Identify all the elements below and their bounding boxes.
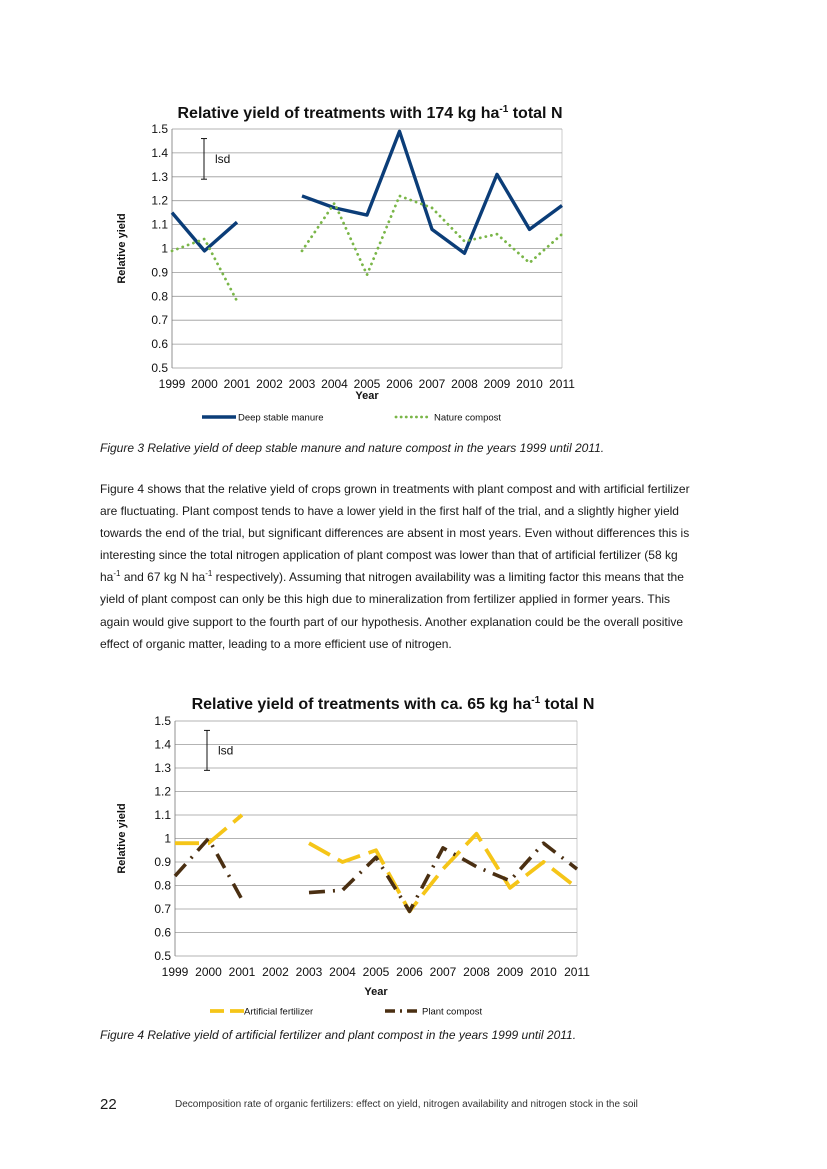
y-tick-label: 1.5 (154, 714, 171, 728)
x-tick-label: 2010 (516, 377, 543, 391)
x-tick-label: 2011 (549, 377, 575, 391)
y-tick-label: 0.7 (154, 902, 171, 916)
x-tick-label: 2002 (256, 377, 283, 391)
lsd-label: lsd (215, 152, 230, 166)
x-tick-label: 2006 (386, 377, 413, 391)
series-line (301, 129, 564, 255)
x-tick-label: 2002 (262, 965, 289, 979)
body-paragraph: Figure 4 shows that the relative yield o… (100, 482, 690, 651)
legend-entry: Plant compost (422, 1007, 483, 1018)
relative-yield-174-chart: Relative yield of treatments with 174 kg… (116, 104, 575, 424)
series-nature-compost (170, 194, 564, 303)
x-tick-label: 2010 (530, 965, 557, 979)
x-tick-label: 2009 (484, 377, 511, 391)
x-tick-label: 2009 (497, 965, 524, 979)
y-tick-label: 1.5 (151, 122, 168, 136)
y-tick-label: 0.5 (154, 949, 171, 963)
x-tick-label: 2006 (396, 965, 423, 979)
x-axis-label: Year (355, 390, 379, 402)
y-tick-label: 0.9 (154, 855, 171, 869)
y-tick-label: 0.9 (151, 265, 168, 279)
y-tick-label: 1.2 (154, 785, 171, 799)
y-tick-label: 0.7 (151, 313, 168, 327)
y-axis-label: Relative yield (116, 213, 128, 283)
y-tick-label: 1.1 (151, 218, 168, 232)
relative-yield-65-chart: Relative yield of treatments with ca. 65… (116, 695, 595, 1018)
x-tick-label: 1999 (162, 965, 189, 979)
running-title: Decomposition rate of organic fertilizer… (175, 1099, 638, 1110)
y-tick-label: 1.2 (151, 194, 168, 208)
y-tick-label: 1.4 (151, 146, 168, 160)
series-line (170, 211, 239, 253)
figure-4-chart: Relative yield of treatments with ca. 65… (100, 690, 600, 1022)
series-line (173, 836, 244, 901)
x-tick-label: 2008 (463, 965, 490, 979)
gridlines (172, 128, 562, 369)
series-artificial-fertilizer (175, 813, 579, 914)
lsd-bar (204, 729, 210, 771)
lsd-bar (201, 138, 207, 180)
x-tick-label: 2001 (224, 377, 251, 391)
legend-entry: Nature compost (434, 413, 501, 424)
lsd-label: lsd (218, 743, 233, 757)
series-line (308, 831, 579, 914)
chart-title: Relative yield of treatments with 174 kg… (177, 104, 562, 122)
y-tick-label: 1 (161, 242, 168, 256)
y-tick-label: 0.6 (151, 337, 168, 351)
x-tick-label: 1999 (159, 377, 186, 391)
series-line (175, 813, 244, 846)
x-tick-label: 2004 (321, 377, 348, 391)
y-tick-label: 1.3 (151, 170, 168, 184)
series-line (300, 194, 564, 277)
page-number: 22 (100, 1096, 117, 1113)
series-plant-compost (173, 836, 579, 914)
x-tick-label: 2003 (289, 377, 316, 391)
x-tick-label: 2005 (354, 377, 381, 391)
x-tick-label: 2004 (329, 965, 356, 979)
y-tick-label: 0.8 (154, 879, 171, 893)
y-tick-label: 0.5 (151, 361, 168, 375)
y-tick-label: 0.6 (154, 926, 171, 940)
series-line (308, 841, 579, 914)
x-tick-label: 2008 (451, 377, 478, 391)
x-tick-label: 2011 (564, 965, 590, 979)
x-tick-label: 2007 (430, 965, 457, 979)
legend-entry: Artificial fertilizer (244, 1007, 313, 1018)
x-tick-label: 2005 (363, 965, 390, 979)
y-tick-label: 1.4 (154, 738, 171, 752)
y-tick-label: 1.3 (154, 761, 171, 775)
x-tick-label: 2003 (296, 965, 323, 979)
y-tick-label: 1.1 (154, 808, 171, 822)
figure-3-chart: Relative yield of treatments with 174 kg… (100, 98, 600, 430)
x-axis-label: Year (364, 986, 388, 998)
series-line (170, 237, 239, 303)
y-tick-label: 0.8 (151, 289, 168, 303)
y-axis-label: Relative yield (116, 803, 128, 873)
legend-entry: Deep stable manure (238, 413, 324, 424)
y-tick-label: 1 (164, 832, 171, 846)
series-deep-stable-manure (170, 129, 564, 255)
x-tick-label: 2000 (195, 965, 222, 979)
figure-4-caption: Figure 4 Relative yield of artificial fe… (100, 1028, 577, 1042)
x-tick-label: 2000 (191, 377, 218, 391)
x-tick-label: 2007 (419, 377, 446, 391)
gridlines (175, 720, 577, 957)
x-tick-label: 2001 (229, 965, 256, 979)
figure-3-caption: Figure 3 Relative yield of deep stable m… (100, 441, 605, 455)
chart-title: Relative yield of treatments with ca. 65… (192, 695, 595, 713)
